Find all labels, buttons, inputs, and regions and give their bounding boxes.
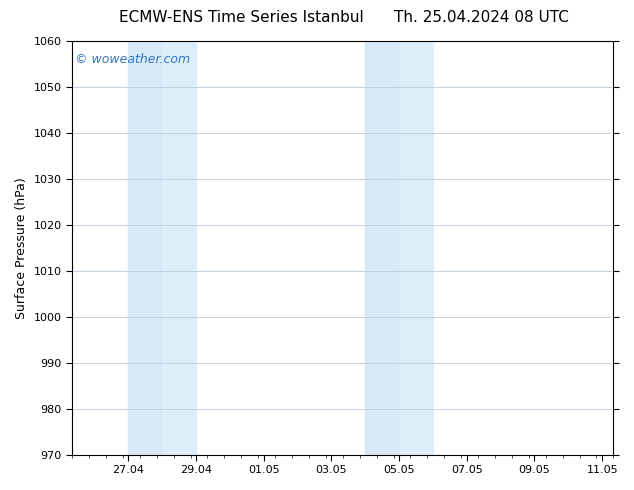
Bar bbox=[399, 41, 433, 455]
Y-axis label: Surface Pressure (hPa): Surface Pressure (hPa) bbox=[15, 177, 28, 318]
Bar bbox=[162, 41, 196, 455]
Text: © woweather.com: © woweather.com bbox=[75, 53, 190, 67]
Text: ECMW-ENS Time Series Istanbul: ECMW-ENS Time Series Istanbul bbox=[119, 10, 363, 25]
Bar bbox=[129, 41, 162, 455]
Bar bbox=[365, 41, 399, 455]
Text: Th. 25.04.2024 08 UTC: Th. 25.04.2024 08 UTC bbox=[394, 10, 569, 25]
